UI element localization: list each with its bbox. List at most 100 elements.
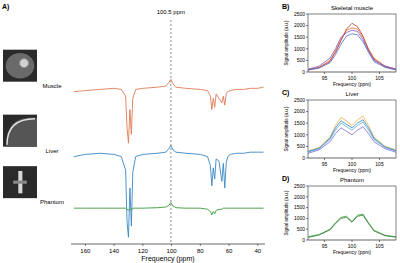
frame-right [396,186,397,240]
x-tick-label: 80 [197,248,204,254]
x-tick [171,244,172,246]
panel-label: D) [282,175,289,183]
series-line [308,28,396,70]
frame-right [396,100,397,158]
x-tick-label: 120 [138,248,149,254]
x-tick [257,244,258,246]
x-tick-label: 100 [167,248,178,254]
x-tick [200,244,201,246]
x-tick-label: 100 [348,161,357,167]
panel-label: C) [282,89,289,97]
x-axis-label: Frequency (ppm) [333,81,371,87]
chart-title: Skeletal muscle [331,5,374,11]
x-tick-label: 105 [375,243,384,249]
plot-area [74,20,264,244]
frame-top [308,186,396,187]
series-line [308,30,396,69]
thumbnail-edge [7,119,35,145]
panel: B)Skeletal muscle05001000150020002500Sig… [282,3,396,87]
y-axis [308,100,309,158]
thumbnail-tissue [6,117,37,146]
panel-label: A) [2,3,9,11]
thumbnail-tube [13,181,27,184]
series-line [308,127,396,154]
thumbnail-coil [20,59,29,68]
x-tick-label: 105 [375,161,384,167]
y-tick-label: 1500 [294,34,305,40]
x-tick-label: 95 [322,243,328,249]
y-tick-label: 2500 [294,183,305,189]
y-tick [306,207,308,208]
y-tick-label: 1000 [294,132,305,138]
mri-thumbnail [3,115,37,147]
series-label: Liver [45,148,58,154]
figure: A) 160 140 120 100 80 60 40 Frequency (ppm) 100.5… [0,0,400,263]
frame-top [308,100,396,101]
series-line [308,120,396,152]
y-tick [306,240,308,241]
series-line [308,23,396,70]
y-tick-label: 1500 [294,120,305,126]
series-line [308,34,396,70]
annotation-text: 100.5 ppm [157,9,185,15]
x-axis-label: Frequency (ppm) [333,167,371,173]
chart-title: Liver [345,91,358,97]
y-tick-label: 1000 [294,46,305,52]
y-axis-label: Signal amplitude (a.u.) [284,106,289,152]
y-tick-label: 2500 [294,11,305,17]
series-line [74,203,264,215]
y-tick [306,37,308,38]
y-tick [306,100,308,101]
x-tick-label: 100 [348,243,357,249]
annotation-line [170,20,171,244]
panel: C)Liver05001000150020002500Signal amplit… [282,89,396,173]
y-tick [306,48,308,49]
x-tick-label: 105 [375,75,384,81]
y-tick-label: 2000 [294,108,305,114]
y-tick [306,111,308,112]
thumbnail-bg [3,166,37,198]
series-line [308,214,396,237]
y-tick-label: 0 [302,155,305,161]
x-axis-label: Frequency (ppm) [141,255,194,263]
panel: A) 160 140 120 100 80 60 40 Frequency (ppm) 100.5… [2,3,265,263]
x-tick-label: 40 [254,248,261,254]
y-axis-label: Signal amplitude (a.u.) [284,20,289,66]
x-tick [142,244,143,246]
y-tick-label: 2000 [294,194,305,200]
y-tick-label: 1500 [294,204,305,210]
y-axis-label: Signal amplitude (a.u.) [284,190,289,236]
y-tick-label: 0 [302,69,305,75]
thumbnail-tissue [6,53,35,79]
x-tick-label: 160 [80,248,91,254]
x-tick-label: 95 [322,75,328,81]
y-tick-label: 500 [297,226,306,232]
plot-area [308,23,396,70]
frame-top [308,14,396,15]
x-tick-label: 140 [109,248,120,254]
y-tick [306,218,308,219]
plot-area [308,214,396,237]
series-line [74,79,264,143]
y-tick [306,229,308,230]
mri-thumbnail [3,50,37,82]
y-tick-label: 500 [297,143,306,149]
x-tick [85,244,86,246]
panel-label: B) [282,3,289,11]
mri-thumbnail [3,166,37,198]
y-tick-label: 0 [302,237,305,243]
series-line [74,145,264,237]
y-tick-label: 2000 [294,22,305,28]
x-tick [229,244,230,246]
y-tick-label: 1000 [294,215,305,221]
x-tick [114,244,115,246]
y-tick [306,123,308,124]
x-tick-label: 60 [226,248,233,254]
thumbnail-bg [3,50,37,82]
y-tick [306,134,308,135]
panel: D)Phantom05001000150020002500Signal ampl… [282,175,396,255]
plot-area [308,116,396,153]
series-label: Muscle [42,83,62,89]
y-tick [306,146,308,147]
x-axis-label: Frequency (ppm) [333,249,371,255]
